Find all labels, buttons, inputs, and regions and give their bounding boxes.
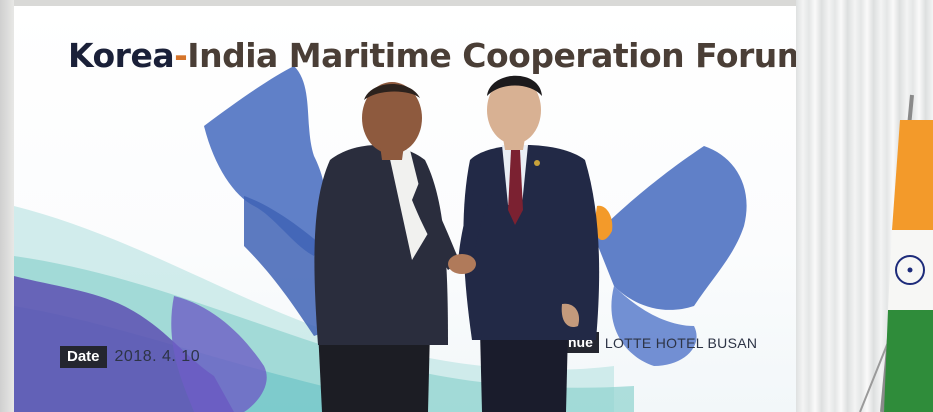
left-man-neck — [380, 145, 404, 160]
left-man-jacket — [314, 145, 448, 345]
right-man-neck — [503, 138, 525, 150]
right-man-trousers — [480, 330, 568, 412]
man-in-blazer — [314, 82, 460, 412]
right-man-jacket — [463, 145, 599, 340]
man-in-suit — [458, 76, 599, 412]
handshake — [448, 254, 476, 274]
lapel-pin-icon — [534, 160, 540, 166]
